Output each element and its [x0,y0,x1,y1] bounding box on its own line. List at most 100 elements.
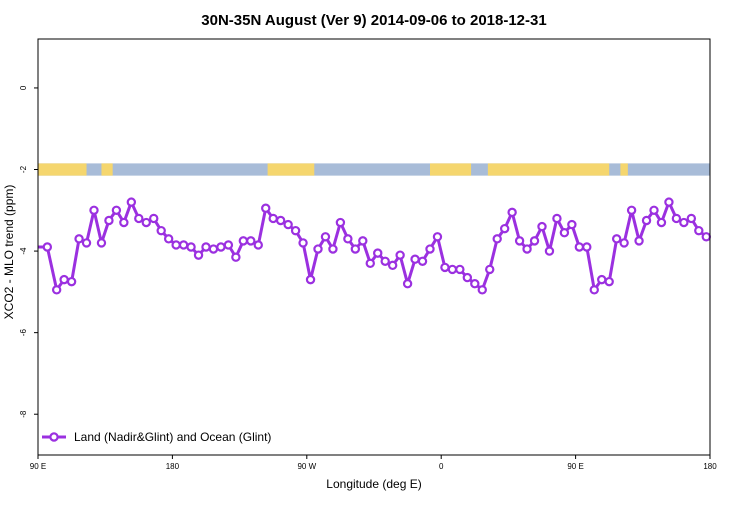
data-point [171,240,181,250]
data-point [679,217,689,228]
surface-type-band [38,163,710,176]
chart-title: 30N-35N August (Ver 9) 2014-09-06 to 201… [201,12,546,29]
data-point [253,240,263,250]
data-point [410,254,420,264]
data-point [358,236,368,246]
data-point [335,217,346,228]
data-point [111,205,122,215]
data-point [694,225,704,236]
land-band-segment [38,163,87,176]
data-point [89,205,99,215]
land-band-segment [487,163,610,176]
x-axis-label: Longitude (deg E) [326,477,421,491]
data-point [231,252,241,262]
data-point [395,250,405,260]
data-point [261,203,271,213]
y-tick-label: 0 [19,85,28,90]
data-point [313,244,323,254]
data-point [290,225,301,236]
data-point [343,234,353,244]
data-point [440,262,450,273]
data-point [417,256,428,266]
land-band-segment [267,163,315,176]
data-point [193,250,204,260]
data-point [589,285,599,295]
data-point [432,232,443,242]
data-point [402,279,413,289]
data-point [499,223,510,234]
legend-marker-swatch [49,432,59,442]
y-tick-label: -8 [19,410,28,418]
data-point [492,234,502,244]
data-point [656,217,667,228]
data-point [671,213,682,224]
data-point [664,197,674,207]
x-tick-label: 180 [166,462,180,471]
data-point [275,215,286,226]
data-point [96,238,107,248]
data-point [567,219,577,230]
data-point [350,244,361,254]
data-point [208,244,219,254]
data-point [320,232,331,242]
data-point [156,225,166,236]
data-point [380,256,390,266]
data-point [141,217,151,228]
y-axis-label: XCO2 - MLO trend (ppm) [2,185,16,320]
land-band-segment [430,163,472,176]
data-point [66,276,77,287]
data-point [611,234,622,244]
data-point [514,236,525,246]
data-point [477,285,487,295]
data-point [701,232,711,242]
x-tick-label: 90 E [567,462,583,471]
legend-label: Land (Nadir&Glint) and Ocean (Glint) [74,430,271,444]
data-point [559,228,570,238]
data-point [149,213,159,224]
data-point [619,238,629,248]
data-point [485,264,495,275]
data-point [597,274,607,285]
data-point [298,238,308,248]
data-point [163,234,174,244]
series-layer [38,197,711,295]
data-point [81,238,92,248]
data-point [305,274,316,285]
land-band-segment [620,163,628,176]
data-point [604,276,614,287]
data-point [522,244,532,254]
data-point [186,242,196,252]
data-point [641,215,652,226]
data-point [365,258,375,269]
axes: 90 E 180 90 W 0 90 E 180 0 -2 -4 -6 -8 [19,85,717,471]
data-point [470,279,480,289]
x-tick-label: 180 [703,462,717,471]
data-point [283,219,293,230]
data-point [246,236,256,246]
data-point [51,285,62,295]
y-tick-label: -4 [19,247,28,255]
data-point [134,213,144,224]
data-point [544,246,555,256]
data-point [387,260,398,271]
data-point [634,236,644,246]
data-point [373,248,383,258]
data-point [59,274,69,285]
data-point [268,213,278,224]
data-point [119,217,129,228]
data-point [328,244,338,254]
data-point [537,221,547,232]
legend: Land (Nadir&Glint) and Ocean (Glint) [42,430,271,444]
data-point [126,197,137,207]
plot-frame [37,38,711,456]
data-point [552,213,562,224]
data-point [238,236,249,246]
y-tick-label: -2 [19,165,28,173]
data-point [425,244,435,254]
data-point [529,236,540,246]
data-point [104,215,114,226]
data-point [447,264,458,275]
data-point [74,234,84,244]
